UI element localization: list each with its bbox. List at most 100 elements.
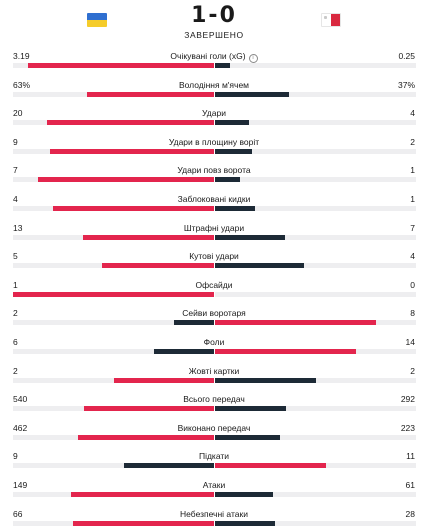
away-stat-bar xyxy=(215,63,230,68)
away-stat-bar xyxy=(215,120,249,125)
home-stat-bar xyxy=(87,92,214,97)
away-stat-value: 28 xyxy=(406,509,415,519)
away-stat-bar xyxy=(215,206,255,211)
away-score: 0 xyxy=(220,3,237,28)
away-stat-value: 1 xyxy=(410,194,415,204)
away-stat-value: 61 xyxy=(406,480,415,490)
away-stat-bar xyxy=(215,92,289,97)
stat-name: Заблоковані кидки xyxy=(0,194,428,204)
home-stat-bar xyxy=(71,492,214,497)
home-stat-track xyxy=(13,406,214,411)
away-stat-track xyxy=(215,206,416,211)
away-stat-track xyxy=(215,463,416,468)
home-stat-bar xyxy=(13,292,214,297)
stat-name: Атаки xyxy=(0,480,428,490)
home-score: 1 xyxy=(191,3,208,28)
home-stat-track xyxy=(13,206,214,211)
home-stat-track xyxy=(13,235,214,240)
stat-name: Удари xyxy=(0,108,428,118)
away-stat-bar xyxy=(215,235,285,240)
away-stat-track xyxy=(215,492,416,497)
stat-label: Удари в площину воріт xyxy=(169,137,259,147)
home-stat-bar xyxy=(84,406,214,411)
home-stat-track xyxy=(13,521,214,526)
home-stat-track xyxy=(13,320,214,325)
home-stat-track xyxy=(13,177,214,182)
stat-label: Фоли xyxy=(204,337,225,347)
away-stat-value: 7 xyxy=(410,223,415,233)
home-stat-bar xyxy=(114,378,215,383)
stat-label: Атаки xyxy=(203,480,225,490)
away-stat-track xyxy=(215,378,416,383)
away-stat-bar xyxy=(215,349,356,354)
away-stat-bar xyxy=(215,263,304,268)
stat-label: Всього передач xyxy=(183,394,245,404)
stat-label: Сейви воротаря xyxy=(182,308,245,318)
away-stat-value: 8 xyxy=(410,308,415,318)
info-icon[interactable]: i xyxy=(249,54,258,63)
home-stat-bar xyxy=(78,435,214,440)
stat-name: Небезпечні атаки xyxy=(0,509,428,519)
stat-label: Очікувані голи (xG) xyxy=(170,51,245,61)
home-stat-track xyxy=(13,378,214,383)
stat-name: Володіння м'ячем xyxy=(0,80,428,90)
away-stat-bar xyxy=(215,378,316,383)
stat-name: Штрафні удари xyxy=(0,223,428,233)
away-stat-value: 2 xyxy=(410,366,415,376)
stat-label: Штрафні удари xyxy=(184,223,244,233)
away-stat-value: 4 xyxy=(410,251,415,261)
away-stat-track xyxy=(215,177,416,182)
away-stat-bar xyxy=(215,463,326,468)
away-stat-bar xyxy=(215,320,376,325)
stat-label: Жовті картки xyxy=(189,366,240,376)
home-stat-bar xyxy=(50,149,214,154)
home-stat-bar xyxy=(174,320,214,325)
stat-name: Фоли xyxy=(0,337,428,347)
away-stat-bar xyxy=(215,435,280,440)
stat-name: Жовті картки xyxy=(0,366,428,376)
away-stat-value: 223 xyxy=(401,423,415,433)
stat-name: Підкати xyxy=(0,451,428,461)
scoreline: 1-0 xyxy=(0,3,428,28)
stat-name: Сейви воротаря xyxy=(0,308,428,318)
home-stat-bar xyxy=(53,206,214,211)
stat-label: Кутові удари xyxy=(189,251,239,261)
away-stat-value: 292 xyxy=(401,394,415,404)
stat-name: Офсайди xyxy=(0,280,428,290)
away-stat-bar xyxy=(215,406,286,411)
stat-label: Офсайди xyxy=(195,280,232,290)
home-stat-bar xyxy=(154,349,214,354)
stat-label: Удари xyxy=(202,108,226,118)
away-stat-bar xyxy=(215,521,275,526)
stat-label: Небезпечні атаки xyxy=(180,509,248,519)
away-team-flag-icon[interactable] xyxy=(321,13,341,27)
stat-name: Виконано передач xyxy=(0,423,428,433)
away-stat-bar xyxy=(215,492,273,497)
score-separator: - xyxy=(208,3,219,28)
away-stat-value: 0.25 xyxy=(398,51,415,61)
home-stat-track xyxy=(13,349,214,354)
away-stat-track xyxy=(215,63,416,68)
away-stat-bar xyxy=(215,149,252,154)
away-stat-value: 11 xyxy=(406,451,415,461)
home-stat-track xyxy=(13,63,214,68)
stat-name: Всього передач xyxy=(0,394,428,404)
home-stat-track xyxy=(13,463,214,468)
home-stat-bar xyxy=(102,263,214,268)
away-stat-track xyxy=(215,521,416,526)
match-header: 1-0 ЗАВЕРШЕНО xyxy=(0,0,428,45)
